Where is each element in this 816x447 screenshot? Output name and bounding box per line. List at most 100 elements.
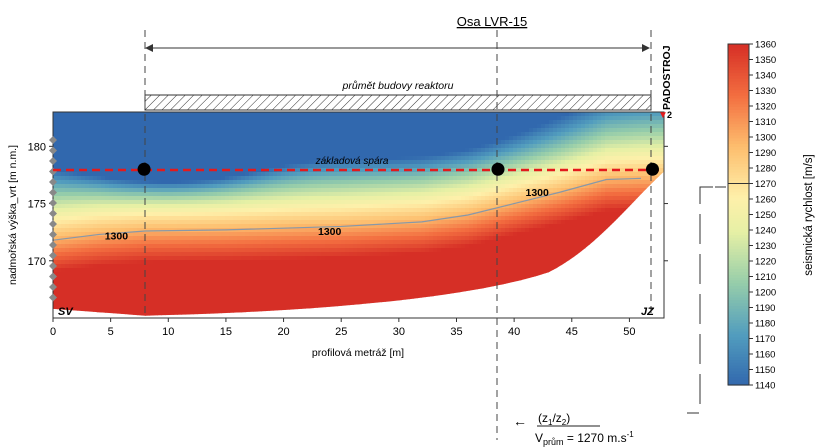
field-cell [293, 180, 298, 185]
field-cell [133, 180, 138, 185]
field-cell [425, 152, 430, 157]
field-cell [229, 220, 234, 225]
field-cell [285, 220, 290, 225]
field-cell [173, 156, 178, 161]
field-cell [429, 156, 434, 161]
field-cell [285, 208, 290, 213]
field-cell [345, 136, 350, 141]
field-cell [229, 120, 234, 125]
field-cell [133, 164, 138, 169]
field-cell [393, 264, 398, 269]
field-cell [369, 268, 374, 273]
field-cell [401, 272, 406, 277]
field-cell [393, 268, 398, 273]
field-cell [101, 272, 106, 277]
field-cell [209, 180, 214, 185]
field-cell [161, 288, 166, 293]
field-cell [429, 196, 434, 201]
field-cell [413, 200, 418, 205]
field-cell [397, 116, 402, 121]
field-cell [293, 160, 298, 165]
field-cell [273, 184, 278, 189]
field-cell [261, 308, 266, 313]
field-cell [377, 260, 382, 265]
field-cell [345, 112, 350, 117]
field-cell [209, 196, 214, 201]
field-cell [353, 228, 358, 233]
field-cell [205, 120, 210, 125]
field-cell [325, 196, 330, 201]
field-cell [69, 260, 74, 265]
field-cell [417, 160, 422, 165]
field-cell [325, 240, 330, 245]
field-cell [113, 300, 118, 305]
field-cell [421, 232, 426, 237]
field-cell [393, 240, 398, 245]
field-cell [169, 140, 174, 145]
field-cell [69, 216, 74, 221]
field-cell [401, 176, 406, 181]
field-cell [117, 160, 122, 165]
field-cell [433, 248, 438, 253]
field-cell [289, 124, 294, 129]
field-cell [101, 112, 106, 117]
field-cell [81, 296, 86, 301]
field-cell [241, 184, 246, 189]
field-cell [193, 268, 198, 273]
field-cell [401, 308, 406, 313]
field-cell [245, 116, 250, 121]
field-cell [77, 276, 82, 281]
field-cell [177, 220, 182, 225]
field-cell [269, 136, 274, 141]
field-cell [257, 216, 262, 221]
field-cell [173, 244, 178, 249]
field-cell [181, 192, 186, 197]
field-cell [297, 280, 302, 285]
field-cell [149, 300, 154, 305]
field-cell [377, 280, 382, 285]
field-cell [345, 204, 350, 209]
field-cell [121, 300, 126, 305]
field-cell [297, 112, 302, 117]
field-cell [173, 112, 178, 117]
field-cell [261, 228, 266, 233]
field-cell [397, 120, 402, 125]
field-cell [221, 152, 226, 157]
field-cell [353, 152, 358, 157]
field-cell [353, 184, 358, 189]
field-cell [125, 136, 130, 141]
field-cell [105, 128, 110, 133]
field-cell [133, 312, 138, 316]
field-cell [141, 268, 146, 273]
field-cell [277, 276, 282, 281]
field-cell [433, 312, 438, 316]
field-cell [117, 292, 122, 297]
field-cell [293, 248, 298, 253]
field-cell [273, 280, 278, 285]
field-cell [221, 236, 226, 241]
field-cell [165, 220, 170, 225]
field-cell [209, 240, 214, 245]
field-cell [313, 288, 318, 293]
field-cell [73, 144, 78, 149]
field-cell [89, 176, 94, 181]
field-cell [109, 176, 114, 181]
field-cell [249, 312, 254, 316]
field-cell [73, 272, 78, 277]
field-cell [229, 280, 234, 285]
field-cell [145, 208, 150, 213]
field-cell [197, 276, 202, 281]
field-cell [281, 256, 286, 261]
field-cell [73, 208, 78, 213]
field-cell [221, 264, 226, 269]
field-cell [89, 172, 94, 177]
field-cell [273, 304, 278, 309]
field-cell [285, 164, 290, 169]
field-cell [57, 196, 62, 201]
field-cell [121, 248, 126, 253]
field-cell [349, 132, 354, 137]
field-cell [73, 304, 78, 309]
field-cell [201, 296, 206, 301]
field-cell [325, 304, 330, 309]
field-cell [205, 136, 210, 141]
